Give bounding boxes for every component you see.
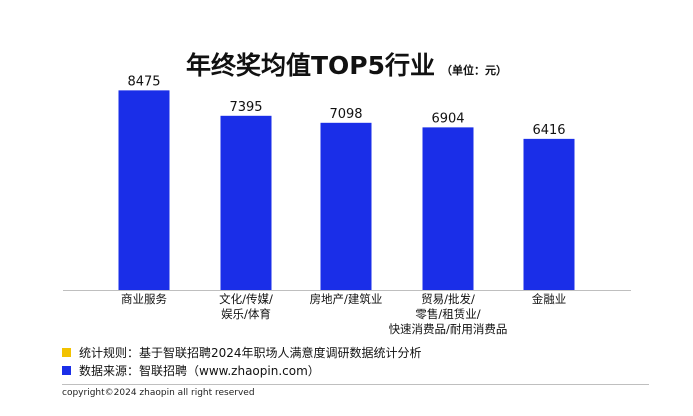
category-label-3: 房地产/建筑业 [310, 292, 383, 306]
note-data-source-label: 数据来源： [79, 364, 140, 378]
bar-1 [118, 90, 170, 290]
chart-title: 年终奖均值TOP5行业 [185, 51, 436, 80]
bar-chart: 8475 商业服务 7395 文化/传媒/娱乐/体育 7098 房地产/建筑业 6904 贸易… [63, 74, 631, 336]
category-label-4-line-2: 零售/租赁业/ [415, 307, 480, 321]
note-stat-rule: 统计规则： 基于智联招聘2024年职场人满意度调研数据统计分析 [62, 344, 422, 361]
yellow-square-icon [62, 348, 71, 357]
unit-label: （单位：元） [441, 64, 508, 77]
category-label-2-line-1: 文化/传媒/ [219, 292, 273, 306]
copyright-text: copyright©2024 zhaopin all right reserve… [62, 388, 255, 398]
note-data-source-text: 智联招聘（www.zhaopin.com） [139, 364, 320, 378]
value-label-3: 7098 [329, 107, 362, 122]
value-label-1: 8475 [127, 74, 160, 89]
bar-5 [523, 138, 575, 290]
category-label-2-line-2: 娱乐/体育 [221, 307, 271, 321]
category-label-4-line-1: 贸易/批发/ [421, 292, 475, 306]
category-label-5: 金融业 [532, 292, 567, 306]
bar-4 [422, 127, 474, 291]
category-label-1: 商业服务 [121, 292, 167, 306]
bar-2 [220, 115, 272, 290]
value-label-2: 7395 [229, 100, 262, 115]
note-data-source: 数据来源： 智联招聘（www.zhaopin.com） [62, 362, 320, 379]
footer-divider [62, 384, 649, 385]
bar-3 [320, 122, 372, 290]
value-label-5: 6416 [532, 123, 565, 138]
category-label-4-line-3: 快速消费品/耐用消费品 [389, 322, 508, 336]
note-stat-rule-label: 统计规则： [79, 346, 140, 360]
note-stat-rule-text: 基于智联招聘2024年职场人满意度调研数据统计分析 [139, 346, 422, 360]
value-label-4: 6904 [431, 111, 464, 126]
chart-title-block: 年终奖均值TOP5行业 （单位：元） [0, 46, 693, 82]
blue-square-icon [62, 366, 71, 375]
